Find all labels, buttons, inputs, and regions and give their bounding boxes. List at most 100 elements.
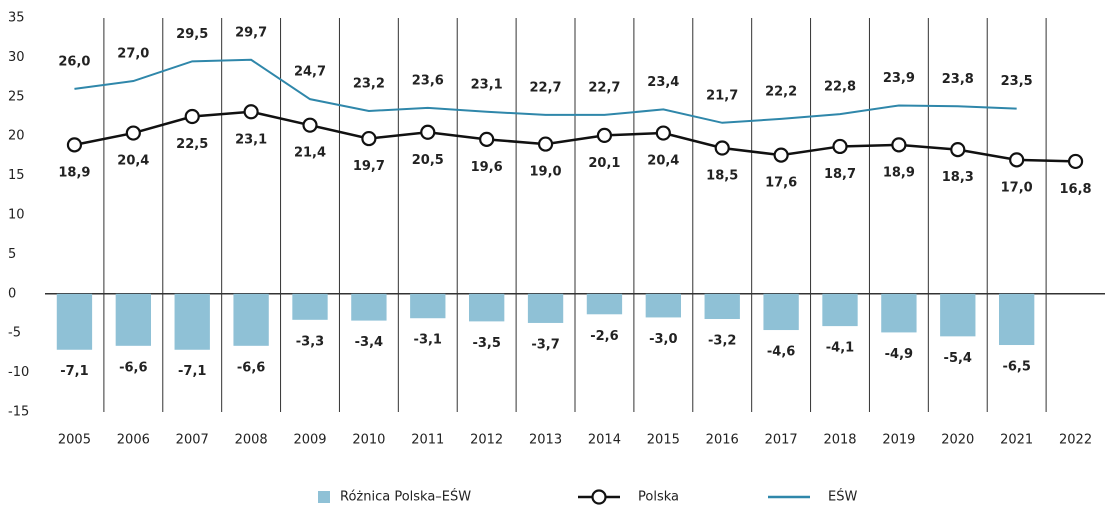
x-tick-label: 2017 xyxy=(765,433,798,448)
marker xyxy=(537,136,554,152)
data-label: 23,1 xyxy=(471,77,503,92)
bar xyxy=(704,293,740,320)
marker xyxy=(891,137,907,153)
marker xyxy=(479,131,495,147)
data-label: 17,0 xyxy=(1001,180,1033,195)
marker xyxy=(832,138,848,155)
data-label: 19,6 xyxy=(471,160,503,175)
data-label: 29,7 xyxy=(235,25,267,40)
data-label: -7,1 xyxy=(178,364,206,379)
marker xyxy=(714,140,730,156)
y-tick-label: 25 xyxy=(8,89,25,104)
legend-swatch xyxy=(318,491,330,503)
data-label: 22,5 xyxy=(176,137,208,152)
data-label: 22,7 xyxy=(530,80,562,95)
line xyxy=(74,58,1017,124)
x-tick-label: 2021 xyxy=(1000,433,1033,448)
x-tick-label: 2009 xyxy=(293,433,326,448)
marker xyxy=(773,147,789,163)
data-label: 23,2 xyxy=(353,76,385,91)
data-label: 19,0 xyxy=(530,165,562,180)
data-label: -4,1 xyxy=(826,341,854,356)
data-label: 20,1 xyxy=(588,156,620,171)
bar xyxy=(940,293,976,337)
data-label: -6,6 xyxy=(237,360,265,375)
data-label: 23,4 xyxy=(647,75,679,90)
y-tick-label: 5 xyxy=(8,247,16,262)
bar xyxy=(999,293,1035,346)
marker xyxy=(655,125,671,141)
y-tick-label: 0 xyxy=(8,286,16,301)
marker xyxy=(302,117,318,133)
x-tick-label: 2018 xyxy=(823,433,856,448)
legend-marker xyxy=(591,489,607,505)
data-label: 20,4 xyxy=(647,154,679,169)
data-label: 17,6 xyxy=(765,176,797,191)
data-label: -4,9 xyxy=(885,347,913,362)
y-tick-label: -15 xyxy=(8,405,29,420)
x-tick-label: 2020 xyxy=(941,433,974,448)
bar xyxy=(174,293,210,350)
data-label: 21,7 xyxy=(706,88,738,103)
bar xyxy=(410,293,446,319)
marker xyxy=(243,104,259,120)
data-label: -3,5 xyxy=(472,336,500,351)
data-label: 23,8 xyxy=(942,72,974,87)
marker xyxy=(361,130,377,147)
legend-label: Polska xyxy=(638,490,679,505)
data-label: -6,6 xyxy=(119,360,147,375)
data-label: 19,7 xyxy=(353,159,385,174)
data-label: 16,8 xyxy=(1060,182,1092,197)
line xyxy=(74,110,1076,163)
marker xyxy=(66,137,83,153)
data-label: 29,5 xyxy=(176,27,208,42)
data-label: -3,7 xyxy=(531,337,559,352)
x-tick-label: 2013 xyxy=(529,433,562,448)
x-tick-label: 2007 xyxy=(176,433,209,448)
data-label: 22,7 xyxy=(588,80,620,95)
x-tick-label: 2022 xyxy=(1059,433,1092,448)
x-tick-label: 2010 xyxy=(352,433,385,448)
marker xyxy=(1067,153,1084,170)
data-label: 18,9 xyxy=(58,165,90,180)
marker xyxy=(420,124,436,140)
y-tick-label: 15 xyxy=(8,168,25,183)
x-tick-label: 2008 xyxy=(235,433,268,448)
bar xyxy=(822,293,858,327)
data-label: -7,1 xyxy=(60,364,88,379)
data-label: -3,0 xyxy=(649,332,677,347)
bar xyxy=(763,293,799,331)
data-label: 20,4 xyxy=(117,154,149,169)
data-label: -5,4 xyxy=(944,351,972,366)
bar xyxy=(881,293,917,333)
x-tick-label: 2005 xyxy=(58,433,91,448)
data-label: 23,9 xyxy=(883,71,915,86)
data-label: 27,0 xyxy=(117,47,149,62)
bar xyxy=(56,293,93,350)
bar xyxy=(645,293,681,318)
marker xyxy=(184,108,200,125)
data-label: 18,9 xyxy=(883,165,915,180)
marker xyxy=(125,125,141,141)
legend-label: EŚW xyxy=(828,489,857,505)
marker xyxy=(1009,152,1025,168)
data-label: -2,6 xyxy=(590,329,618,344)
legend-label: Różnica Polska–EŚW xyxy=(340,489,471,505)
bar xyxy=(469,293,505,322)
data-label: -6,5 xyxy=(1002,360,1030,375)
x-tick-label: 2015 xyxy=(647,433,680,448)
x-tick-label: 2014 xyxy=(588,433,621,448)
y-tick-label: -5 xyxy=(8,326,21,341)
data-label: 26,0 xyxy=(58,54,90,69)
x-tick-label: 2019 xyxy=(882,433,915,448)
y-tick-label: 10 xyxy=(8,208,25,223)
data-label: -3,2 xyxy=(708,334,736,349)
data-label: -3,1 xyxy=(414,333,442,348)
data-label: 18,7 xyxy=(824,167,856,182)
y-tick-label: 30 xyxy=(8,50,25,65)
data-label: 24,7 xyxy=(294,65,326,80)
bar xyxy=(292,293,328,320)
data-label: 20,5 xyxy=(412,153,444,168)
x-tick-label: 2012 xyxy=(470,433,503,448)
